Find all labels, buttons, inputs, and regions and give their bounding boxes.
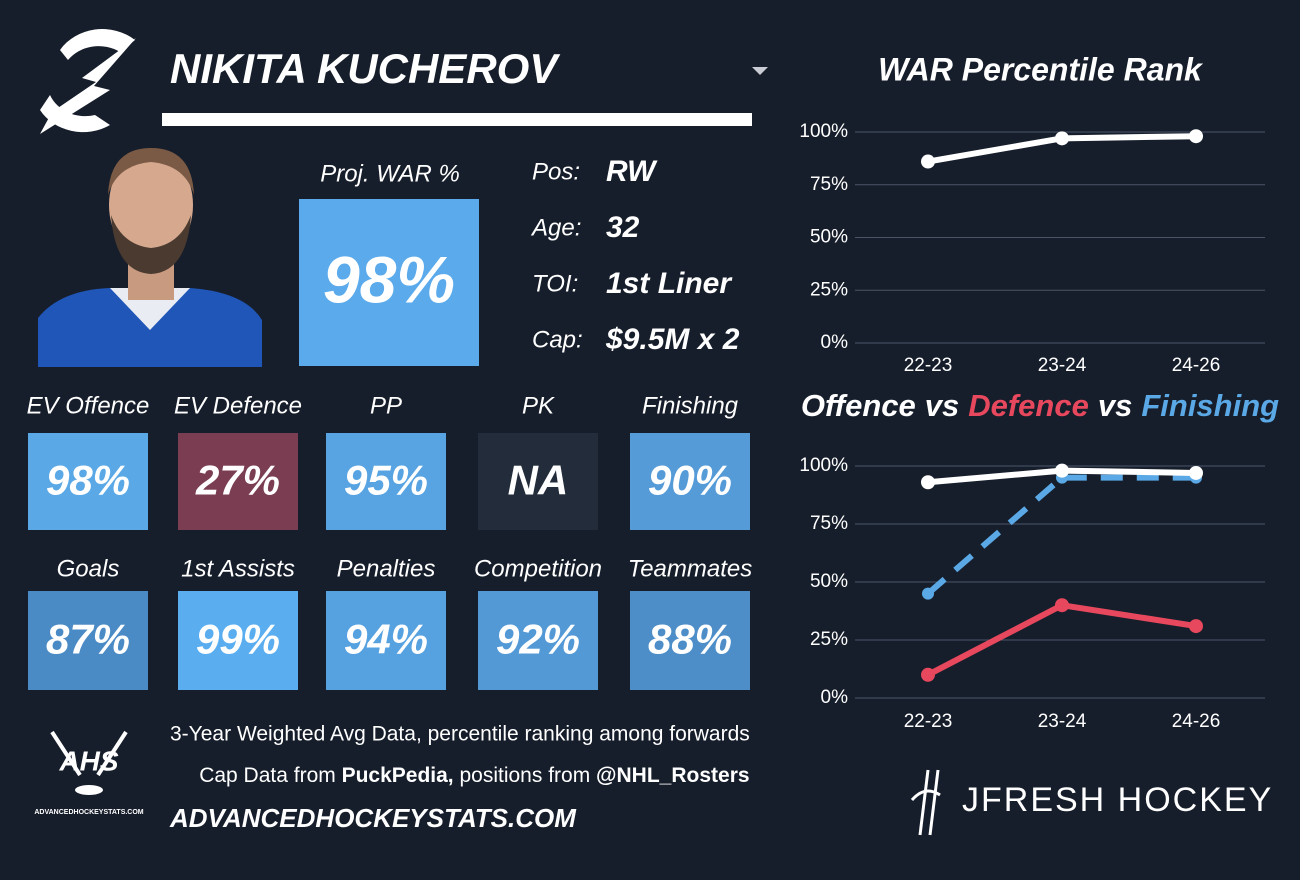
tile [28,591,148,690]
x-tick-label: 24-26 [1172,711,1221,732]
player-name: NIKITA KUCHEROV [170,45,560,92]
y-tick-label: 25% [810,279,848,300]
tile-label: Competition [474,555,602,582]
footer-link: @NHL_Rosters [596,764,750,787]
y-tick-label: 0% [821,687,849,708]
point [1189,619,1203,634]
y-tick-label: 75% [810,513,848,534]
tile-label: 1st Assists [181,555,295,582]
proj-war-value: 98% [323,242,455,316]
tile-label: EV Defence [174,392,302,419]
footer-line: 3-Year Weighted Avg Data, percentile ran… [170,723,750,746]
tile-value: NA [508,457,569,504]
x-tick-label: 22-23 [904,711,953,732]
x-tick-label: 22-23 [904,355,953,376]
y-tick-label: 50% [810,571,848,592]
tile-label: Teammates [628,555,753,582]
footer-text: positions from [454,764,596,787]
tile-value: 95% [344,457,428,504]
tile-label: Penalties [337,555,436,582]
tile [178,433,298,530]
y-tick-label: 0% [821,332,849,353]
info-value: RW [606,155,658,188]
tile-label: Goals [57,555,120,582]
ahs-logo-caption: ADVANCEDHOCKEYSTATS.COM [34,809,143,816]
title-part: Finishing [1141,388,1279,423]
title-part: vs [1098,388,1132,423]
tile [630,433,750,530]
proj-war-label: Proj. WAR % [320,160,460,187]
y-tick-label: 100% [799,121,848,142]
tile [478,433,598,530]
player-photo [38,148,262,367]
info-label: Cap: [532,326,583,353]
series-line [926,474,1196,596]
ahs-logo-text: AHS [58,745,118,776]
info-label: TOI: [532,270,578,297]
tile [28,433,148,530]
dropdown-arrow[interactable] [752,67,768,75]
point [1189,129,1203,144]
ahs-logo [50,730,128,795]
x-tick-label: 23-24 [1038,355,1087,376]
point [922,587,934,600]
tile-value: 27% [195,457,280,504]
tile-value: 87% [46,616,130,663]
point [921,154,935,169]
y-tick-label: 50% [810,227,848,248]
point [921,667,935,682]
x-tick-label: 23-24 [1038,711,1087,732]
jfresh-logo [910,769,941,836]
info-label: Age: [530,214,581,241]
info-value: $9.5M x 2 [605,323,740,356]
chart-title: WAR Percentile Rank [878,51,1204,87]
info-value: 32 [606,211,640,244]
y-tick-label: 75% [810,174,848,195]
point [1055,463,1069,478]
tile-label: Finishing [642,392,739,419]
x-tick-label: 24-26 [1172,355,1221,376]
chart-title: Offence vs Defence vs Finishing [801,388,1279,423]
tile-value: 94% [344,616,428,663]
info-label: Pos: [532,158,580,185]
name-underline [162,113,752,126]
tile [326,433,446,530]
tile [630,591,750,690]
y-tick-label: 25% [810,629,848,650]
info-value: 1st Liner [606,267,733,300]
tile-value: 99% [196,616,280,663]
point [1189,465,1203,480]
proj-war-box [299,199,479,366]
tile-value: 98% [46,457,130,504]
footer-url: ADVANCEDHOCKEYSTATS.COM [169,803,577,833]
footer-line: Cap Data from PuckPedia, positions from … [170,764,767,787]
tile-label: PP [370,392,402,419]
tile-label: PK [522,392,555,419]
point [1055,598,1069,613]
y-tick-label: 100% [799,455,848,476]
team-logo [40,29,136,134]
footer-link: PuckPedia, [342,764,454,787]
footer-text: Cap Data from [199,764,341,787]
tile [478,591,598,690]
tile [178,591,298,690]
brand: JFRESH HOCKEY [962,781,1273,819]
point [921,475,935,490]
tile-value: 90% [648,457,732,504]
title-part: Defence [968,388,1089,423]
tile-label: EV Offence [27,392,150,419]
tile [326,591,446,690]
title-part: vs [925,388,959,423]
title-part: Offence [801,388,916,423]
point [1055,131,1069,146]
tile-value: 88% [648,616,732,663]
tile-value: 92% [496,616,580,663]
